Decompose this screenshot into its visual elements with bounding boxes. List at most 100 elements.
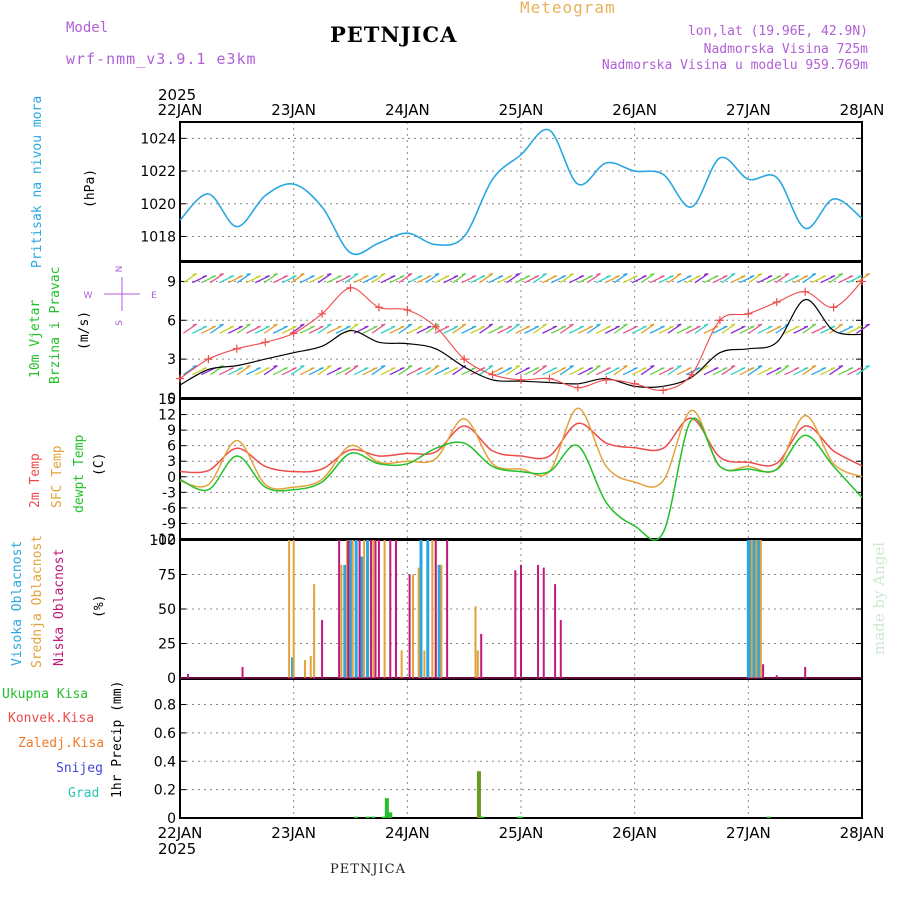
wind-arrowhead bbox=[246, 323, 251, 326]
wind-arrowhead bbox=[750, 275, 755, 278]
wind-arrowhead bbox=[444, 275, 450, 278]
wind-arrow bbox=[667, 323, 682, 334]
wind-gust-marker bbox=[573, 383, 582, 392]
wind-arrow bbox=[398, 273, 413, 284]
wind-arrowhead bbox=[480, 275, 486, 278]
wind-ylabel-6: 6 bbox=[167, 313, 176, 329]
wind-arrow bbox=[586, 273, 601, 284]
wind-arrowhead bbox=[757, 273, 763, 276]
wind-arrow bbox=[506, 365, 521, 376]
precip-bar bbox=[766, 816, 771, 818]
clouds-ylabel-25: 25 bbox=[158, 637, 176, 653]
wind-arrowhead bbox=[677, 323, 682, 326]
wind-arrowhead bbox=[461, 273, 466, 276]
wind-gust-marker bbox=[659, 386, 668, 395]
temperature-ylabel-15: 15 bbox=[158, 392, 176, 408]
wind-arrow bbox=[640, 273, 655, 284]
wind-arrowhead bbox=[319, 367, 324, 370]
wind-arrowhead bbox=[364, 367, 369, 370]
wind-arrowhead bbox=[857, 275, 863, 278]
wind-arrowhead bbox=[811, 323, 816, 326]
wind-arrowhead bbox=[488, 323, 493, 326]
wind-arrowhead bbox=[776, 325, 782, 328]
wind-arrowhead bbox=[292, 275, 297, 278]
wind-arrowhead bbox=[633, 275, 638, 278]
wind-arrow bbox=[371, 273, 386, 284]
precip-ylabel-0.8: 0.8 bbox=[154, 698, 176, 714]
compass-s: S bbox=[115, 320, 125, 326]
wind-arrowhead bbox=[650, 365, 655, 368]
wind-arrowhead bbox=[588, 275, 593, 278]
wind-arrowhead bbox=[677, 365, 682, 368]
wind-arrowhead bbox=[623, 273, 628, 276]
legend-snijeg: Snijeg bbox=[56, 761, 103, 776]
wind-arrow bbox=[317, 273, 332, 284]
wind-arrowhead bbox=[623, 365, 628, 368]
wind-arrow bbox=[263, 323, 278, 334]
wind-arrowhead bbox=[507, 275, 513, 278]
wind-arrowhead bbox=[238, 275, 243, 278]
wind-arrowhead bbox=[488, 273, 493, 276]
precip-bar bbox=[371, 816, 376, 818]
wind-gust-marker bbox=[801, 287, 810, 296]
wind-arrowhead bbox=[561, 325, 566, 328]
wind-gust-marker bbox=[545, 374, 554, 383]
wind-arrow bbox=[317, 365, 332, 376]
wind-arrowhead bbox=[606, 325, 611, 328]
model-label: Model bbox=[66, 20, 109, 36]
wind-arrow bbox=[559, 323, 574, 334]
wind-arrowhead bbox=[211, 275, 216, 278]
wind-arrowhead bbox=[525, 367, 531, 370]
wind-gust-marker bbox=[232, 344, 241, 353]
wind-arrowhead bbox=[838, 365, 843, 368]
wind-arrow bbox=[613, 365, 628, 376]
wind-arrowhead bbox=[857, 367, 863, 370]
wind-arrowhead bbox=[750, 367, 755, 370]
wind-arrowhead bbox=[848, 367, 854, 370]
wind-arrowhead bbox=[310, 275, 315, 278]
wind-arrow bbox=[667, 273, 682, 284]
bottom-tick-24JAN: 24JAN bbox=[385, 824, 430, 842]
precip-ylabel-0.2: 0.2 bbox=[154, 783, 176, 799]
wind-arrowhead bbox=[596, 365, 601, 368]
wind-arrowhead bbox=[838, 273, 843, 276]
wind-arrowhead bbox=[660, 367, 665, 370]
wind-arrowhead bbox=[776, 367, 782, 370]
wind-gust-marker bbox=[744, 309, 753, 318]
wind-arrowhead bbox=[552, 367, 557, 370]
wind-arrowhead bbox=[407, 273, 413, 276]
wind-arrowhead bbox=[857, 325, 863, 328]
clouds-ylabel-50: 50 bbox=[158, 602, 176, 618]
precip-ylabel-0.4: 0.4 bbox=[154, 754, 176, 770]
wind-arrow bbox=[775, 365, 790, 376]
wind-arrow bbox=[452, 323, 467, 334]
pressure-ylabel-1020: 1020 bbox=[140, 197, 176, 213]
wind-arrowhead bbox=[615, 325, 620, 328]
wind-arrowhead bbox=[346, 275, 351, 278]
wind-arrow bbox=[586, 323, 601, 334]
top-tick-22JAN: 22JAN bbox=[158, 101, 203, 119]
wind-arrowhead bbox=[300, 273, 305, 276]
wind-gust-marker bbox=[488, 370, 497, 379]
wind-arrowhead bbox=[677, 273, 682, 276]
wind-arrowhead bbox=[283, 367, 288, 370]
wind-arrowhead bbox=[821, 275, 827, 278]
wind-arrow bbox=[802, 273, 817, 284]
compass-w: W bbox=[84, 291, 93, 301]
wind-arrowhead bbox=[480, 325, 486, 328]
wind-arrowhead bbox=[730, 323, 736, 326]
precip-bar bbox=[476, 771, 481, 818]
wind-arrow bbox=[829, 323, 844, 334]
wind-arrow bbox=[667, 365, 682, 376]
wind-arrow bbox=[775, 273, 790, 284]
wind-arrow bbox=[775, 323, 790, 334]
wind-arrowhead bbox=[687, 325, 692, 328]
precip-ylabel-0.6: 0.6 bbox=[154, 726, 176, 742]
wind-arrow bbox=[290, 365, 305, 376]
wind-gust-marker bbox=[829, 303, 838, 312]
wind-arrowhead bbox=[650, 273, 655, 276]
wind-arrowhead bbox=[515, 323, 520, 326]
wind-arrowhead bbox=[453, 275, 459, 278]
wind-arrow bbox=[398, 323, 413, 334]
wind-arrowhead bbox=[696, 367, 701, 370]
